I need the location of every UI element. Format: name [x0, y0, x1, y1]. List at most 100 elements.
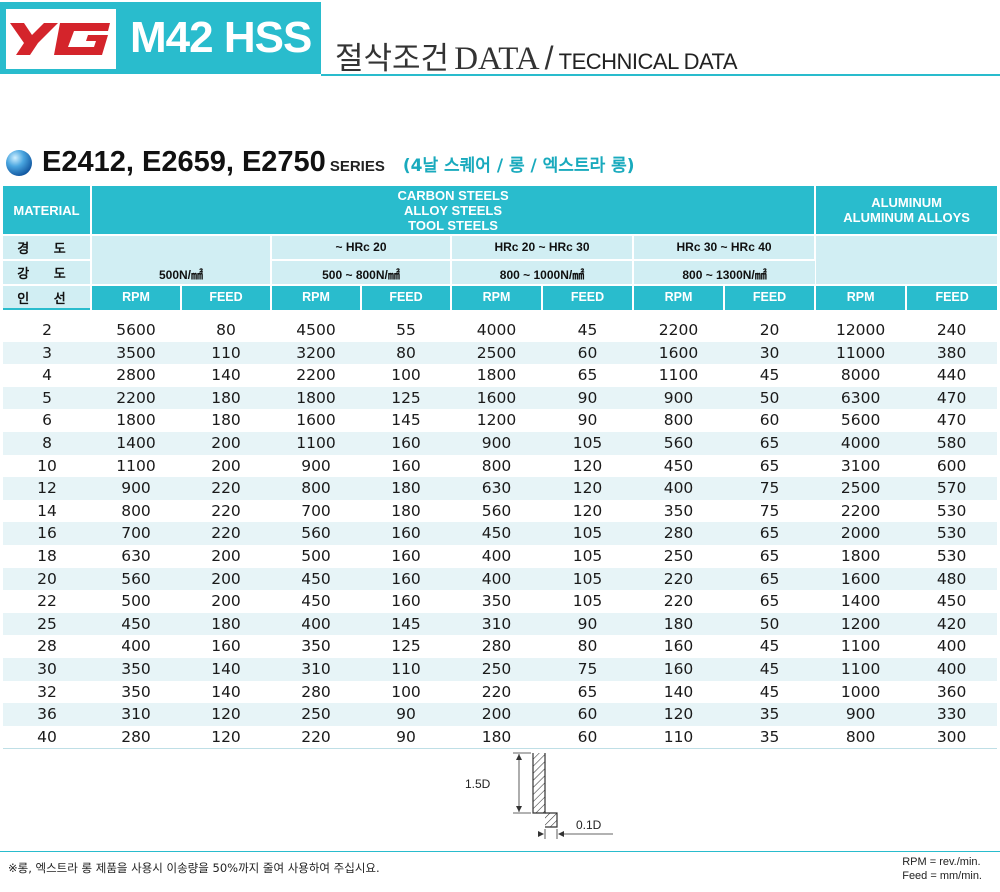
- page-title: 절삭조건 DATA / TECHNICAL DATA: [335, 36, 738, 86]
- rpm-cell: 450: [91, 612, 181, 636]
- rpm-cell: 900: [815, 703, 907, 726]
- table-body: 2 5600 80 4500 55 4000 45 2200 20 12000 240 3 3500 11…: [3, 319, 998, 750]
- feed-cell: 220: [181, 477, 271, 500]
- diameter-cell: 32: [37, 682, 57, 701]
- product-name: M42 HSS: [130, 13, 312, 62]
- rpm-cell: 220: [633, 567, 724, 591]
- col-rpm: RPM: [815, 284, 908, 309]
- series-word: SERIES: [329, 158, 385, 175]
- steel-line-2: ALLOY STEELS: [404, 202, 503, 218]
- width-label: 0.1D: [576, 818, 602, 832]
- feed-cell: 90: [361, 725, 451, 750]
- feed-cell: 45: [577, 321, 598, 339]
- feed-cell: 90: [361, 703, 451, 726]
- feed-cell: 80: [577, 637, 598, 656]
- feed-cell: 90: [542, 386, 633, 410]
- cutting-data-table: MATERIAL CARBON STEELS ALLOY STEELS TOOL…: [3, 186, 998, 750]
- rpm-cell: 200: [451, 703, 542, 726]
- aluminum-line-2: ALUMINUM ALLOYS: [843, 210, 970, 225]
- rpm-cell: 2200: [296, 366, 336, 385]
- feed-cell: 160: [211, 637, 241, 656]
- rpm-cell: 220: [271, 725, 361, 750]
- feed-cell: 530: [936, 501, 967, 520]
- rpm-cell: 700: [301, 501, 331, 520]
- feed-cell: 160: [361, 522, 451, 545]
- rpm-cell: 5600: [116, 321, 156, 339]
- rpm-cell: 1600: [815, 567, 907, 591]
- step-outline: [545, 812, 558, 828]
- diameter-cell: 20: [3, 567, 91, 591]
- feed-cell: 180: [181, 612, 271, 636]
- rpm-cell: 2200: [91, 386, 181, 410]
- logo-text: YG: [10, 17, 12, 18]
- feed-cell: 60: [542, 341, 633, 365]
- steel-line-1: CARBON STEELS: [397, 187, 509, 203]
- rpm-cell: 1800: [840, 546, 881, 565]
- feed-cell: 140: [181, 657, 271, 681]
- rpm-cell: 500: [121, 592, 151, 611]
- feed-cell: 145: [361, 612, 451, 636]
- table-row: 36 310 120 250 90 200 60 120 35 900 330: [3, 703, 998, 726]
- feed-cell: 400: [936, 637, 967, 656]
- feed-cell: 110: [361, 657, 451, 681]
- feed-cell: 420: [906, 612, 998, 636]
- title-english: TECHNICAL DATA: [558, 49, 738, 74]
- rpm-cell: 2800: [116, 366, 156, 385]
- rpm-cell: 1600: [451, 386, 542, 410]
- feed-cell: 360: [936, 682, 967, 701]
- rpm-cell: 800: [663, 411, 694, 430]
- col-feed: FEED: [542, 284, 634, 309]
- strength-800-1000: 800 ~ 1000N/㎟: [451, 259, 634, 285]
- diameter-cell: 12: [3, 477, 91, 500]
- rpm-cell: 1200: [815, 612, 907, 636]
- feed-cell: 90: [542, 612, 633, 636]
- feed-cell: 90: [577, 411, 598, 430]
- feed-cell: 65: [724, 522, 816, 545]
- rpm-cell: 160: [633, 657, 724, 681]
- feed-cell: 470: [906, 386, 998, 410]
- feed-cell: 125: [391, 637, 421, 656]
- feed-cell: 450: [936, 592, 967, 611]
- rpm-cell: 3500: [91, 341, 181, 365]
- feed-cell: 120: [542, 477, 633, 500]
- feed-cell: 105: [542, 567, 633, 591]
- table-row: 12 900 220 800 180 630 120 400 75 2500 570: [3, 477, 998, 500]
- feed-cell: 160: [361, 431, 451, 455]
- feed-cell: 75: [724, 477, 816, 500]
- strength-label: 강 도: [3, 259, 92, 285]
- depth-label: 1.5D: [465, 777, 491, 791]
- diameter-cell: 10: [37, 456, 57, 475]
- feed-cell: 65: [724, 567, 816, 591]
- rpm-cell: 1600: [633, 341, 724, 365]
- feed-cell: 400: [906, 657, 998, 681]
- rpm-cell: 280: [301, 682, 331, 701]
- feed-cell: 30: [724, 341, 816, 365]
- table-row: 32 350 140 280 100 220 65 140 45 1000 360: [3, 681, 997, 704]
- rpm-cell: 350: [481, 592, 512, 611]
- col-feed: FEED: [361, 284, 452, 309]
- feed-cell: 45: [724, 657, 816, 681]
- feed-cell: 180: [361, 477, 451, 500]
- rpm-cell: 12000: [835, 321, 886, 339]
- feed-cell: 580: [906, 431, 998, 455]
- rpm-cell: 11000: [815, 341, 907, 365]
- diameter-cell: 22: [37, 592, 57, 611]
- rpm-cell: 1400: [91, 431, 181, 455]
- diameter-cell: 2: [42, 321, 52, 339]
- rpm-cell: 280: [633, 522, 724, 545]
- col-rpm: RPM: [633, 284, 725, 309]
- diameter-cell: 16: [3, 522, 91, 545]
- diameter-cell: 28: [37, 637, 57, 656]
- footer-divider: [0, 851, 1000, 852]
- table-row: 30 350 140 310 110 250 75 160 45 1100 400: [3, 657, 998, 681]
- rpm-cell: 180: [633, 612, 724, 636]
- feed-cell: 50: [724, 386, 816, 410]
- wall-hatch: [533, 753, 545, 813]
- title-korean: 절삭조건: [335, 41, 450, 77]
- rpm-cell: 560: [481, 501, 512, 520]
- rpm-cell: 900: [91, 477, 181, 500]
- rpm-cell: 250: [663, 546, 694, 565]
- rpm-cell: 500: [301, 546, 331, 565]
- steel-group-header: CARBON STEELS ALLOY STEELS TOOL STEELS: [91, 186, 817, 235]
- feed-cell: 100: [391, 366, 421, 385]
